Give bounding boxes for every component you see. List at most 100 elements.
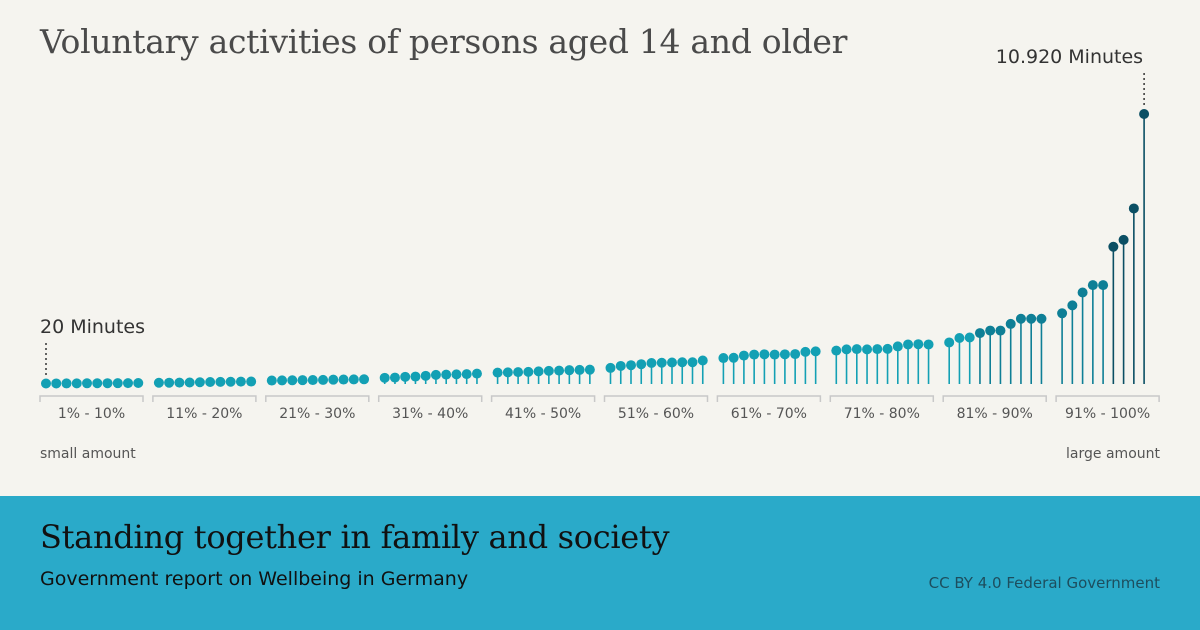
lollipop-dot bbox=[318, 374, 329, 385]
lollipop-dot bbox=[51, 378, 62, 389]
lollipop-dot bbox=[523, 366, 534, 377]
lollipop-dot bbox=[626, 360, 636, 371]
lollipop-dot bbox=[605, 362, 616, 373]
x-start-label: small amount bbox=[40, 446, 136, 462]
x-tick-label: 11% - 20% bbox=[166, 406, 242, 422]
lollipop-dot bbox=[123, 378, 133, 389]
lollipop-dot bbox=[944, 337, 955, 348]
lollipop-dot bbox=[153, 377, 164, 388]
lollipop-dot bbox=[461, 369, 472, 380]
lollipop-dot bbox=[903, 339, 914, 350]
lollipop-dot bbox=[82, 378, 92, 389]
lollipop-dot bbox=[1077, 287, 1088, 298]
lollipop-dot bbox=[738, 350, 749, 361]
x-tick-label: 1% - 10% bbox=[58, 406, 125, 422]
license-credit: CC BY 4.0 Federal Government bbox=[928, 574, 1160, 592]
lollipop-dot bbox=[348, 374, 359, 385]
group-axis-bracket bbox=[603, 395, 709, 402]
lollipop-dot bbox=[451, 369, 462, 380]
lollipop-dot bbox=[800, 346, 811, 357]
group-axis-bracket bbox=[377, 395, 483, 402]
lollipop-dot bbox=[164, 377, 175, 388]
lollipop-dot bbox=[359, 374, 370, 385]
lollipop-dot bbox=[205, 377, 216, 388]
lollipop-dot bbox=[1026, 313, 1037, 324]
group-axis-bracket bbox=[942, 395, 1047, 402]
lollipop-dot bbox=[872, 344, 883, 355]
lollipop-dot bbox=[667, 357, 677, 368]
lollipop-dot bbox=[892, 341, 903, 352]
x-end-label: large amount bbox=[1066, 446, 1160, 462]
x-tick-label: 21% - 30% bbox=[279, 406, 355, 422]
lollipop-dot bbox=[471, 368, 482, 379]
lollipop-dot bbox=[769, 349, 780, 360]
footer-title: Standing together in family and society bbox=[40, 518, 670, 556]
lollipop-dot bbox=[112, 378, 123, 389]
lollipop-dot bbox=[338, 374, 349, 385]
lollipop-dot bbox=[246, 376, 257, 387]
lollipop-dot bbox=[584, 364, 595, 375]
lollipop-dot bbox=[1128, 203, 1139, 214]
lollipop-dot bbox=[697, 355, 708, 366]
lollipop-dot bbox=[1057, 308, 1068, 319]
lollipop-dot bbox=[913, 339, 924, 350]
lollipop-dot bbox=[184, 377, 195, 388]
lollipop-dot bbox=[102, 378, 113, 389]
lollipop-dot bbox=[677, 357, 688, 368]
lollipop-dot bbox=[759, 349, 770, 360]
lollipop-dot bbox=[194, 377, 205, 388]
lollipop-dot bbox=[492, 367, 503, 378]
group-axis-bracket bbox=[829, 395, 935, 402]
lollipop-dot bbox=[266, 375, 277, 386]
lollipop-dot bbox=[1005, 318, 1016, 329]
lollipop-dot bbox=[41, 378, 51, 389]
group-axis-bracket bbox=[265, 395, 370, 402]
lollipop-dot bbox=[995, 325, 1006, 336]
lollipop-dot bbox=[307, 375, 318, 386]
footer-subtitle: Government report on Wellbeing in German… bbox=[40, 568, 469, 590]
lollipop-dot bbox=[779, 349, 790, 360]
x-tick-label: 41% - 50% bbox=[505, 406, 581, 422]
lollipop-dot bbox=[749, 349, 760, 360]
lollipop-dot bbox=[718, 353, 729, 364]
x-tick-label: 31% - 40% bbox=[392, 406, 468, 422]
group-axis-bracket bbox=[39, 395, 144, 402]
x-tick-label: 91% - 100% bbox=[1065, 406, 1150, 422]
lollipop-dot bbox=[389, 372, 400, 383]
lollipop-dot bbox=[328, 374, 339, 385]
lollipop-dot bbox=[564, 365, 575, 376]
footer-banner: Standing together in family and society … bbox=[0, 496, 1200, 630]
x-tick-label: 81% - 90% bbox=[957, 406, 1033, 422]
lollipop-dot bbox=[410, 371, 421, 382]
lollipop-dot bbox=[430, 369, 441, 380]
group-axis-bracket bbox=[1055, 395, 1160, 402]
lollipop-dot bbox=[862, 344, 873, 355]
lollipop-dot bbox=[533, 366, 544, 377]
lollipop-dot bbox=[502, 367, 513, 378]
lollipop-dot bbox=[133, 378, 144, 389]
lollipop-dot bbox=[790, 349, 801, 360]
lollipop-dot bbox=[174, 377, 185, 388]
lollipop-dot bbox=[215, 376, 226, 387]
lollipop-dot bbox=[235, 376, 246, 387]
lollipop-dot bbox=[831, 345, 842, 356]
lollipop-dot bbox=[964, 332, 975, 343]
lollipop-dot bbox=[923, 339, 934, 350]
lollipop-dot bbox=[810, 346, 821, 357]
x-tick-label: 51% - 60% bbox=[618, 406, 694, 422]
lollipop-dot bbox=[92, 378, 103, 389]
lollipop-dot bbox=[277, 375, 288, 386]
lollipop-dot bbox=[574, 364, 585, 375]
lollipop-dot bbox=[1098, 280, 1109, 291]
lollipop-dot bbox=[1108, 241, 1119, 252]
lollipop-dot bbox=[61, 378, 72, 389]
lollipop-dot bbox=[379, 372, 390, 383]
lollipop-dot bbox=[1139, 109, 1150, 119]
lollipop-dot bbox=[615, 360, 626, 371]
group-axis-bracket bbox=[716, 395, 822, 402]
lollipop-dot bbox=[851, 344, 862, 355]
lollipop-dot bbox=[513, 367, 524, 378]
lollipop-dot bbox=[71, 378, 82, 389]
lollipop-dot bbox=[687, 357, 698, 368]
lollipop-dot bbox=[225, 376, 236, 387]
